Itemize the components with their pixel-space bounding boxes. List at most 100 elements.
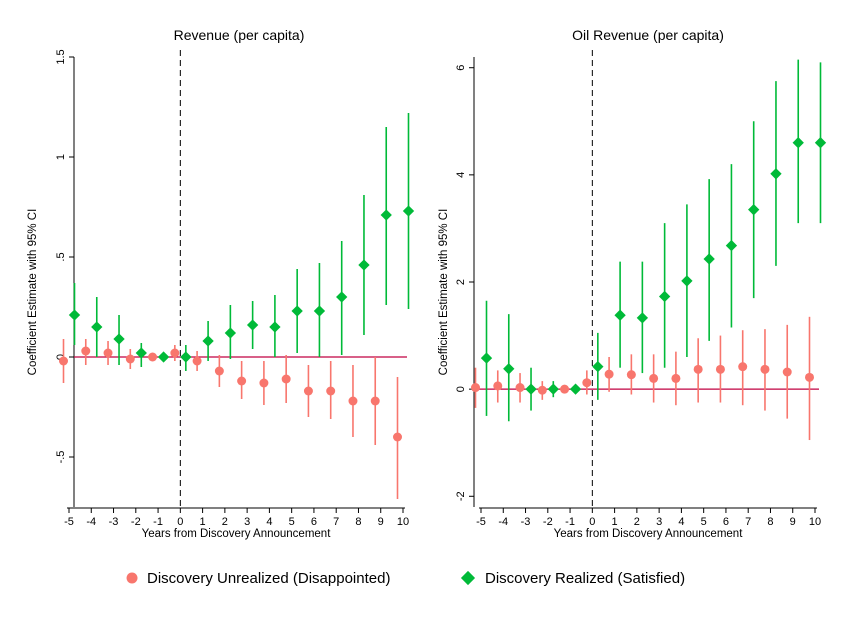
- data-point: [326, 386, 336, 396]
- panel-revenue: Revenue (per capita) -.5 0 .5 1 1.5 Coefficien…: [27, 27, 415, 540]
- data-point: [125, 354, 135, 364]
- data-point: [738, 362, 748, 372]
- data-point: [148, 352, 158, 362]
- x-tick-label: 10: [397, 516, 409, 528]
- x-axis-label: Years from Discovery Announcement: [142, 528, 332, 540]
- data-point: [703, 253, 715, 265]
- x-tick-label: 0: [177, 516, 183, 528]
- y-tick-label: -2: [455, 491, 467, 501]
- series-realized: [480, 59, 827, 422]
- data-point: [770, 168, 782, 180]
- data-point: [103, 348, 113, 358]
- data-point: [725, 239, 738, 252]
- data-point: [760, 364, 770, 374]
- data-point: [91, 321, 103, 333]
- x-tick-label: 1: [612, 516, 618, 528]
- y-tick-label: 4: [455, 172, 467, 178]
- data-point: [291, 305, 303, 317]
- data-point: [493, 381, 503, 391]
- x-tick-label: 9: [790, 516, 796, 528]
- data-point: [748, 204, 760, 216]
- data-point: [592, 360, 604, 373]
- data-point: [237, 376, 247, 386]
- x-tick-label: 7: [333, 516, 339, 528]
- data-point: [471, 383, 480, 393]
- x-tick-label: 9: [378, 516, 384, 528]
- data-point: [693, 364, 703, 374]
- x-tick-label: -2: [543, 516, 553, 528]
- data-point: [503, 363, 515, 375]
- data-point: [281, 374, 291, 384]
- x-tick-label: 10: [809, 516, 821, 528]
- x-tick-label: -4: [498, 516, 508, 528]
- data-point: [671, 373, 681, 383]
- data-point: [246, 319, 259, 331]
- data-point: [303, 386, 313, 396]
- x-tick-label: 6: [311, 516, 317, 528]
- data-point: [782, 367, 792, 377]
- y-tick-label: 0: [55, 354, 67, 360]
- x-tick-label: -5: [64, 516, 74, 528]
- legend-marker-unrealized: [126, 572, 138, 584]
- data-point: [393, 432, 402, 442]
- x-tick-label: 5: [701, 516, 707, 528]
- y-tick-label: 0: [455, 386, 467, 392]
- legend-marker-realized: [460, 570, 476, 586]
- y-axis-label: Coefficient Estimate with 95% CI: [438, 209, 450, 376]
- x-tick-label: 5: [289, 516, 295, 528]
- data-point: [192, 356, 202, 366]
- x-tick-label: 2: [634, 516, 640, 528]
- data-point: [658, 290, 671, 303]
- data-point: [582, 378, 592, 388]
- data-point: [614, 309, 626, 321]
- x-tick-label: -4: [86, 516, 96, 528]
- x-tick-label: 3: [656, 516, 662, 528]
- panel-title: Revenue (per capita): [174, 27, 305, 43]
- y-tick-label: 6: [455, 65, 467, 71]
- data-point: [157, 351, 170, 363]
- x-tick-label: 8: [355, 516, 361, 528]
- data-point: [537, 385, 547, 395]
- x-tick-label: -3: [521, 516, 531, 528]
- x-tick-label: -3: [109, 516, 119, 528]
- data-point: [370, 396, 380, 406]
- y-tick-label: 1.5: [55, 49, 67, 64]
- series-realized: [68, 113, 415, 371]
- x-tick-label: -1: [565, 516, 575, 528]
- data-point: [348, 396, 358, 406]
- panel-title: Oil Revenue (per capita): [572, 27, 724, 43]
- data-point: [336, 291, 348, 303]
- data-point: [792, 137, 804, 149]
- x-tick-label: -5: [476, 516, 486, 528]
- data-point: [547, 383, 559, 395]
- data-point: [170, 348, 180, 358]
- data-point: [569, 383, 582, 395]
- x-tick-label: 7: [745, 516, 751, 528]
- data-point: [313, 305, 326, 317]
- data-point: [560, 384, 570, 394]
- x-tick-label: -2: [131, 516, 141, 528]
- y-tick-label: .5: [55, 252, 67, 261]
- data-point: [269, 321, 281, 333]
- data-point: [358, 259, 370, 271]
- panel-oil-revenue: Oil Revenue (per capita) -2 0 2 4 6 Coefficien…: [438, 27, 827, 540]
- x-tick-label: 0: [589, 516, 595, 528]
- data-point: [202, 335, 214, 347]
- data-point: [68, 309, 81, 321]
- data-point: [715, 364, 725, 374]
- data-point: [649, 373, 659, 383]
- data-point: [180, 351, 192, 363]
- data-point: [525, 383, 537, 395]
- y-tick-label: -.5: [55, 451, 67, 464]
- data-point: [814, 137, 827, 149]
- x-axis-label: Years from Discovery Announcement: [554, 528, 744, 540]
- y-tick-label: 2: [455, 279, 467, 285]
- series-unrealized: [471, 316, 814, 441]
- data-point: [402, 205, 415, 217]
- x-tick-label: 3: [244, 516, 250, 528]
- data-point: [259, 378, 269, 388]
- y-axis-label: Coefficient Estimate with 95% CI: [27, 209, 39, 376]
- data-point: [380, 209, 392, 221]
